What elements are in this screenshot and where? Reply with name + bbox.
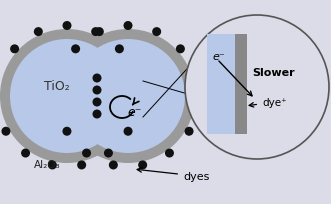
Bar: [235, 35, 247, 134]
Circle shape: [91, 28, 100, 37]
Circle shape: [71, 45, 80, 54]
Circle shape: [63, 127, 71, 136]
Circle shape: [104, 149, 113, 158]
Circle shape: [165, 149, 174, 158]
Circle shape: [92, 86, 102, 95]
Circle shape: [82, 149, 91, 158]
Circle shape: [152, 28, 161, 37]
Circle shape: [10, 45, 19, 54]
Circle shape: [10, 40, 124, 153]
Bar: [207, 35, 235, 134]
Circle shape: [109, 161, 118, 170]
Text: dyes: dyes: [137, 168, 210, 181]
Text: dye⁺: dye⁺: [249, 98, 287, 108]
Circle shape: [63, 22, 71, 31]
Text: TiO₂: TiO₂: [44, 80, 70, 93]
Circle shape: [92, 110, 102, 119]
Circle shape: [185, 16, 329, 159]
Circle shape: [115, 45, 124, 54]
Circle shape: [34, 28, 43, 37]
Text: e⁻: e⁻: [212, 52, 225, 62]
Circle shape: [92, 98, 102, 107]
Circle shape: [61, 30, 195, 163]
Circle shape: [176, 45, 185, 54]
Circle shape: [123, 127, 132, 136]
Text: Al₂O₃: Al₂O₃: [34, 159, 60, 169]
Circle shape: [191, 70, 200, 79]
Circle shape: [123, 22, 132, 31]
Circle shape: [138, 161, 147, 170]
Text: Slower: Slower: [252, 68, 295, 78]
Circle shape: [185, 127, 194, 136]
Circle shape: [1, 127, 11, 136]
Circle shape: [92, 74, 102, 83]
Circle shape: [95, 28, 104, 37]
Circle shape: [48, 161, 57, 170]
Circle shape: [71, 40, 185, 153]
Circle shape: [21, 149, 30, 158]
Circle shape: [194, 99, 203, 108]
Text: e⁻: e⁻: [127, 106, 141, 119]
Circle shape: [0, 30, 134, 163]
Circle shape: [77, 161, 86, 170]
